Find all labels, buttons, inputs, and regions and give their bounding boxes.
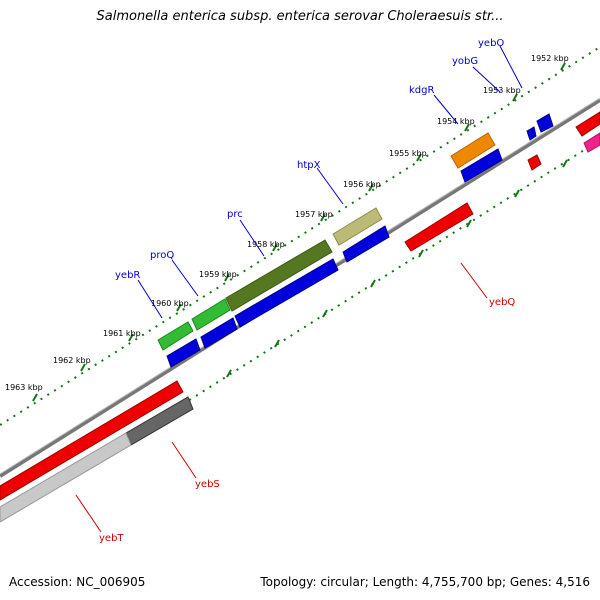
kbp-labels: 1952 kbp 1953 kbp 1954 kbp 1955 kbp 1956…: [5, 54, 569, 392]
outer-dotted-ring: [0, 46, 600, 426]
feature-yebT-light[interactable]: [0, 432, 132, 523]
forward-gene-labels: yebO yobG kdgR htpX prc proQ yebR: [115, 38, 504, 281]
forward-label-leaders: [137, 45, 523, 319]
kbp-label: 1958 kbp: [247, 240, 285, 249]
kbp-label: 1955 kbp: [389, 149, 427, 158]
kbp-label: 1961 kbp: [103, 329, 141, 338]
feature-yebQ[interactable]: [404, 202, 474, 252]
cds-yebO[interactable]: [536, 113, 554, 133]
feature-yebT-red[interactable]: [0, 380, 184, 501]
feature-proQ[interactable]: [191, 298, 231, 331]
feature-prc[interactable]: [225, 239, 333, 312]
outer-major-ticks: [32, 62, 566, 402]
feature-yebR[interactable]: [157, 321, 194, 351]
gene-label-yebT[interactable]: yebT: [99, 533, 124, 544]
gene-label-prc[interactable]: prc: [227, 209, 243, 220]
kbp-label: 1960 kbp: [151, 299, 189, 308]
gene-label-kdgR[interactable]: kdgR: [409, 85, 434, 96]
feature-kdgR[interactable]: [450, 132, 496, 169]
forward-cds: [166, 113, 554, 368]
cds-kdgR[interactable]: [460, 148, 503, 183]
kbp-label: 1953 kbp: [483, 86, 521, 95]
gene-label-yobG[interactable]: yobG: [452, 56, 478, 67]
gene-label-proQ[interactable]: proQ: [150, 250, 174, 261]
reverse-gene-labels: yebQ yebS yebT: [99, 297, 515, 544]
kbp-label: 1956 kbp: [343, 180, 381, 189]
feature-partial-red[interactable]: [575, 111, 600, 137]
kbp-label: 1962 kbp: [53, 356, 91, 365]
cds-proQ[interactable]: [200, 317, 238, 349]
map-title: Salmonella enterica subsp. enterica sero…: [96, 9, 504, 24]
reverse-label-leaders: [75, 262, 488, 533]
kbp-label: 1959 kbp: [199, 270, 237, 279]
cds-htpX[interactable]: [342, 225, 390, 263]
cds-yobG[interactable]: [526, 126, 537, 141]
cds-yebR[interactable]: [166, 338, 201, 368]
forward-features: [157, 132, 600, 351]
accession-text: Accession: NC_006905: [9, 575, 146, 589]
feature-small-red[interactable]: [527, 154, 542, 171]
gene-label-yebS[interactable]: yebS: [195, 479, 220, 490]
cds-prc[interactable]: [234, 258, 339, 328]
kbp-label: 1952 kbp: [531, 54, 569, 63]
gene-label-yebQ[interactable]: yebQ: [489, 297, 515, 308]
reverse-features: [0, 111, 600, 523]
gene-label-htpX[interactable]: htpX: [297, 160, 321, 171]
kbp-label: 1963 kbp: [5, 383, 43, 392]
gene-label-yebR[interactable]: yebR: [115, 270, 140, 281]
kbp-label: 1957 kbp: [295, 210, 333, 219]
gene-label-yebO[interactable]: yebO: [478, 38, 504, 49]
topology-info-text: Topology: circular; Length: 4,755,700 bp…: [260, 575, 590, 589]
feature-htpX[interactable]: [332, 207, 383, 246]
feature-partial-pink[interactable]: [583, 132, 600, 153]
